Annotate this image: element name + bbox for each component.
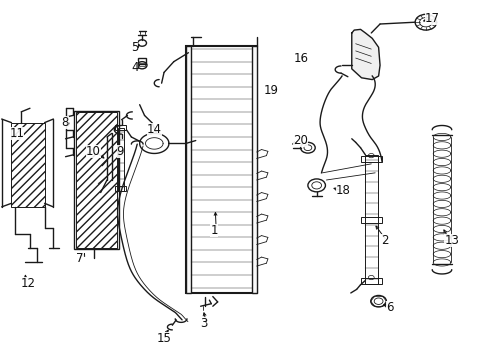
Text: 20: 20 bbox=[293, 134, 307, 147]
Text: 19: 19 bbox=[264, 84, 279, 97]
Text: 6: 6 bbox=[385, 301, 393, 314]
Bar bbox=[185, 45, 190, 293]
Text: 10: 10 bbox=[85, 145, 101, 158]
Bar bbox=[365, 155, 377, 284]
Bar bbox=[74, 111, 119, 249]
Bar bbox=[118, 128, 123, 191]
Text: 12: 12 bbox=[20, 278, 35, 291]
Text: 5: 5 bbox=[131, 41, 138, 54]
Text: 15: 15 bbox=[157, 332, 171, 345]
Text: 8: 8 bbox=[61, 116, 69, 129]
Bar bbox=[76, 112, 117, 248]
Bar bbox=[138, 58, 146, 64]
Text: 9: 9 bbox=[117, 145, 124, 158]
Bar bbox=[185, 45, 256, 293]
Text: 14: 14 bbox=[147, 123, 162, 136]
Text: 7: 7 bbox=[76, 252, 83, 265]
Text: 17: 17 bbox=[424, 12, 439, 25]
Text: 13: 13 bbox=[444, 234, 458, 247]
Bar bbox=[360, 156, 382, 162]
Text: 3: 3 bbox=[200, 317, 207, 330]
Bar bbox=[139, 63, 145, 66]
Text: 4: 4 bbox=[131, 60, 138, 73]
Text: 1: 1 bbox=[210, 224, 218, 237]
Bar bbox=[115, 186, 126, 191]
Text: 18: 18 bbox=[335, 184, 350, 197]
Bar bbox=[360, 217, 382, 223]
Bar bbox=[360, 278, 382, 284]
Bar bbox=[115, 125, 126, 130]
Text: 2: 2 bbox=[380, 234, 388, 247]
Bar bbox=[11, 123, 44, 207]
Text: 11: 11 bbox=[9, 127, 24, 140]
Bar bbox=[251, 45, 256, 293]
Text: 16: 16 bbox=[293, 51, 307, 64]
Polygon shape bbox=[351, 30, 379, 80]
